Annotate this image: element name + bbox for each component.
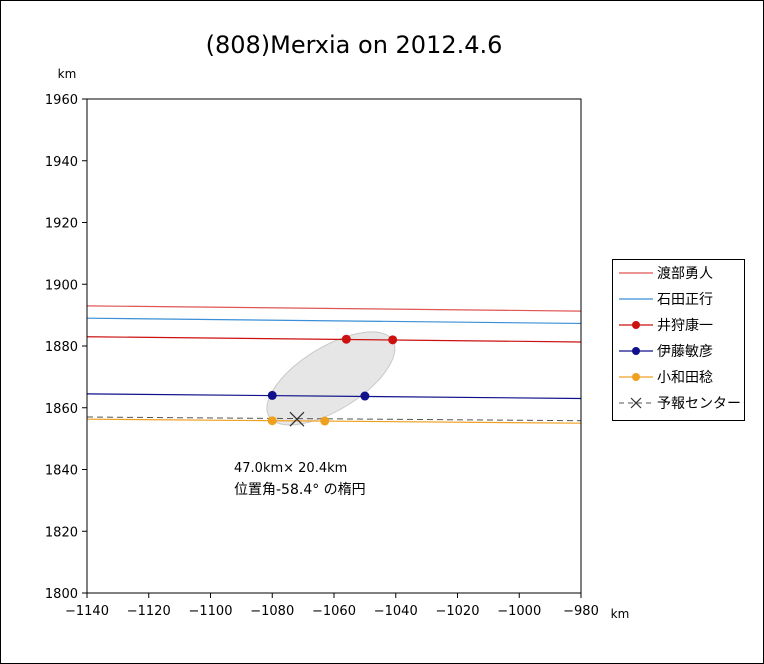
chart-title: (808)Merxia on 2012.4.6 — [206, 31, 503, 59]
legend-dashed-x-icon — [619, 397, 653, 409]
y-tick-label: 1860 — [45, 402, 78, 417]
legend-label: 渡部勇人 — [657, 266, 713, 282]
y-tick-label: 1960 — [45, 93, 78, 108]
x-tick-label: −1020 — [436, 604, 480, 619]
legend-label: 予報センター — [657, 396, 741, 412]
legend-line-icon — [619, 298, 653, 300]
y-tick-label: 1800 — [45, 587, 78, 602]
y-tick-label: 1940 — [45, 155, 78, 170]
axis-ticks-layer: −1140 −1120 −1100 −1080 −1060 −1040 −1020 −1000… — [45, 93, 599, 619]
legend-line-icon — [619, 272, 653, 274]
chord-point-4-0 — [267, 416, 277, 426]
y-tick-label: 1880 — [45, 340, 78, 355]
ellipse-size-annotation: 47.0km× 20.4km — [234, 461, 347, 476]
legend-line-dot-icon — [619, 373, 653, 381]
chord-points-layer — [267, 334, 398, 427]
legend-line-dot-icon — [619, 321, 653, 329]
legend-item-ito: 伊藤敏彦 — [613, 338, 744, 364]
x-axis-unit: km — [611, 607, 630, 621]
y-tick-label: 1840 — [45, 464, 78, 479]
series-line-5 — [86, 416, 582, 422]
series-line-0 — [86, 305, 582, 312]
x-tick-label: −1100 — [189, 604, 233, 619]
legend-item-watanabe: 渡部勇人 — [613, 260, 744, 286]
legend-item-kowada: 小和田稔 — [613, 364, 744, 390]
legend-label: 石田正行 — [657, 292, 713, 308]
legend-label: 井狩康一 — [657, 318, 713, 334]
series-line-2 — [86, 336, 582, 343]
legend-label: 伊藤敏彦 — [657, 344, 713, 360]
legend-line-dot-icon — [619, 347, 653, 355]
x-tick-label: −1120 — [127, 604, 171, 619]
x-tick-label: −1000 — [497, 604, 541, 619]
uncertainty-ellipse-layer — [266, 331, 396, 426]
uncertainty-ellipse — [266, 331, 396, 426]
chord-lines-layer — [86, 305, 582, 424]
y-axis-unit: km — [58, 67, 77, 81]
legend-item-forecast: 予報センター — [613, 390, 744, 416]
forecast-center-marker — [289, 411, 305, 427]
chord-point-3-0 — [267, 390, 277, 400]
x-tick-label: −1140 — [65, 604, 109, 619]
chord-point-2-1 — [388, 335, 398, 345]
y-tick-label: 1900 — [45, 278, 78, 293]
y-tick-label: 1920 — [45, 217, 78, 232]
y-tick-label: 1820 — [45, 525, 78, 540]
chord-point-3-1 — [360, 391, 370, 401]
legend-item-ikari: 井狩康一 — [613, 312, 744, 338]
x-tick-label: −1060 — [312, 604, 356, 619]
chord-point-4-1 — [320, 416, 330, 426]
legend-label: 小和田稔 — [657, 370, 713, 386]
x-tick-label: −1080 — [250, 604, 294, 619]
x-tick-label: −1040 — [374, 604, 418, 619]
legend: 渡部勇人 石田正行 井狩康一 伊藤敏彦 小和田稔 予報センター — [612, 259, 745, 421]
series-line-1 — [86, 317, 582, 325]
x-tick-label: −980 — [563, 604, 599, 619]
series-line-4 — [86, 418, 582, 424]
chord-point-2-0 — [341, 334, 351, 344]
legend-item-ishida: 石田正行 — [613, 286, 744, 312]
series-line-3 — [86, 393, 582, 400]
ellipse-angle-annotation: 位置角-58.4° の楕円 — [234, 481, 366, 498]
